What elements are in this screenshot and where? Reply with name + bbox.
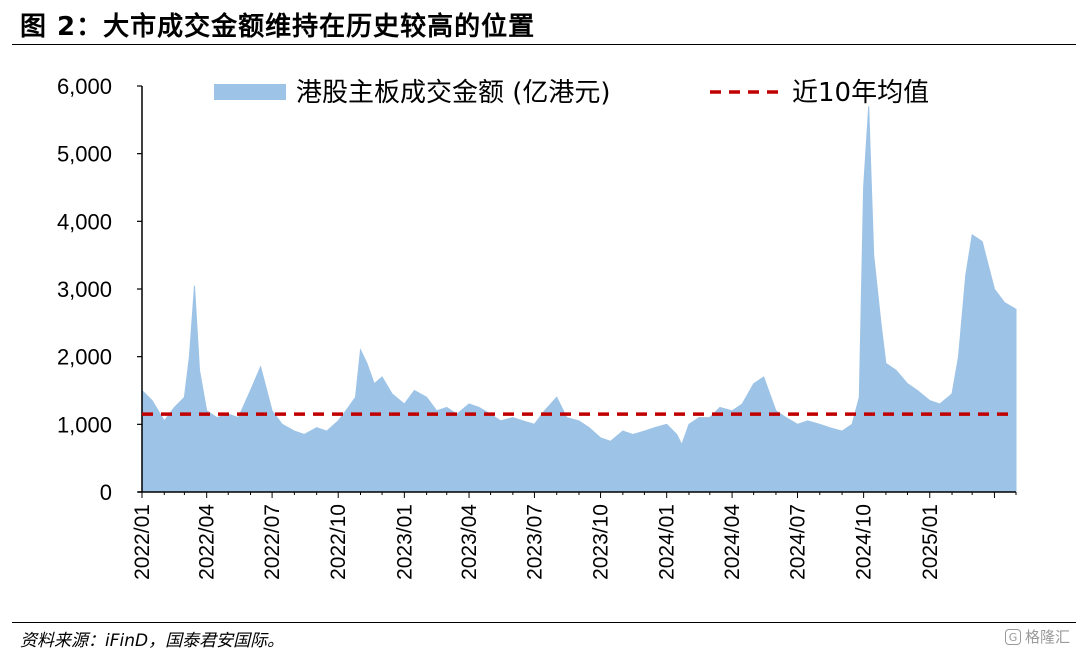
x-tick-label: 2022/10 — [327, 504, 350, 580]
legend-label-average: 近10年均值 — [792, 78, 929, 108]
x-tick-label: 2023/04 — [458, 504, 481, 580]
x-tick-label: 2022/04 — [196, 504, 219, 580]
y-tick-label: 6,000 — [57, 74, 112, 99]
x-tick-label: 2023/01 — [393, 504, 416, 580]
x-axis-ticks: 2022/01 2022/04 2022/07 2022/10 2023/01 2023/… — [131, 492, 1017, 580]
x-tick-label: 2024/10 — [853, 504, 876, 580]
x-tick-label: 2024/04 — [721, 504, 744, 580]
x-tick-label: 2024/01 — [656, 504, 679, 580]
y-tick-label: 2,000 — [57, 345, 112, 370]
watermark-text: 格隆汇 — [1024, 628, 1070, 646]
x-tick-label: 2022/01 — [131, 504, 154, 580]
x-tick-label: 2022/07 — [261, 504, 284, 580]
watermark-logo-icon: G — [1004, 628, 1021, 645]
legend-swatch-volume — [214, 84, 286, 100]
watermark: G 格隆汇 — [1004, 626, 1070, 647]
footer-divider — [12, 622, 1076, 623]
legend: 港股主板成交金额 (亿港元) 近10年均值 — [214, 78, 929, 108]
figure-title: 图 2：大市成交金额维持在历史较高的位置 — [20, 12, 536, 42]
y-tick-label: 0 — [100, 480, 112, 505]
title-divider — [12, 44, 1076, 45]
y-tick-label: 3,000 — [57, 277, 112, 302]
y-axis-ticks: 0 1,000 2,000 3,000 4,000 5,000 6,000 — [57, 74, 142, 505]
legend-label-volume: 港股主板成交金额 (亿港元) — [296, 78, 611, 108]
x-tick-label: 2024/07 — [787, 504, 810, 580]
x-tick-label: 2025/01 — [919, 504, 942, 580]
x-tick-label: 2023/07 — [523, 504, 546, 580]
source-note: 资料来源：iFinD，国泰君安国际。 — [20, 631, 285, 651]
volume-area-layer — [141, 106, 1017, 493]
y-tick-label: 1,000 — [57, 412, 112, 437]
volume-area — [141, 106, 1017, 493]
y-tick-label: 4,000 — [57, 209, 112, 234]
y-tick-label: 5,000 — [57, 142, 112, 167]
x-tick-label: 2023/10 — [590, 504, 613, 580]
